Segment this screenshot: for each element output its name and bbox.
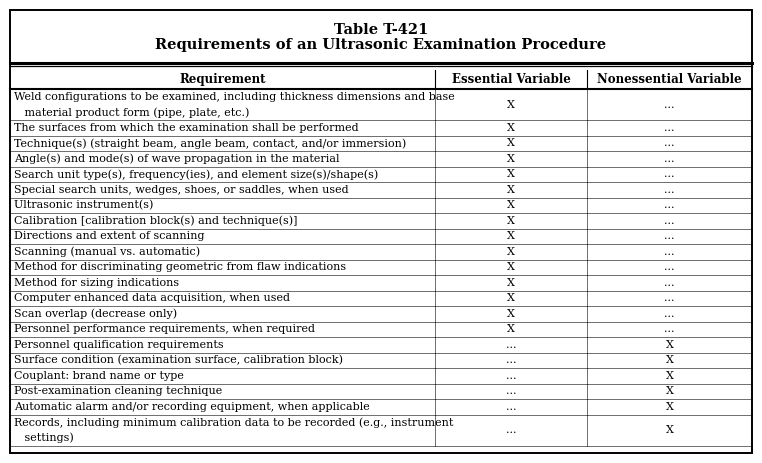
Text: X: X xyxy=(665,425,674,435)
Text: Requirement: Requirement xyxy=(179,73,266,86)
Text: ...: ... xyxy=(664,278,674,288)
Text: Post-examination cleaning technique: Post-examination cleaning technique xyxy=(14,386,223,396)
Text: X: X xyxy=(507,100,515,110)
Text: ...: ... xyxy=(506,340,516,350)
Text: Automatic alarm and/or recording equipment, when applicable: Automatic alarm and/or recording equipme… xyxy=(14,402,370,412)
Text: Weld configurations to be examined, including thickness dimensions and base: Weld configurations to be examined, incl… xyxy=(14,92,455,102)
Text: Search unit type(s), frequency(ies), and element size(s)/shape(s): Search unit type(s), frequency(ies), and… xyxy=(14,169,378,180)
Text: Special search units, wedges, shoes, or saddles, when used: Special search units, wedges, shoes, or … xyxy=(14,185,349,195)
Text: Nonessential Variable: Nonessential Variable xyxy=(597,73,742,86)
Text: X: X xyxy=(507,247,515,257)
Text: X: X xyxy=(507,200,515,210)
Text: X: X xyxy=(507,262,515,272)
Text: ...: ... xyxy=(664,100,674,110)
Text: ...: ... xyxy=(506,402,516,412)
Text: ...: ... xyxy=(664,293,674,303)
Text: Angle(s) and mode(s) of wave propagation in the material: Angle(s) and mode(s) of wave propagation… xyxy=(14,153,340,164)
Text: ...: ... xyxy=(664,324,674,334)
Text: Method for discriminating geometric from flaw indications: Method for discriminating geometric from… xyxy=(14,262,346,272)
Text: Personnel performance requirements, when required: Personnel performance requirements, when… xyxy=(14,324,315,334)
Text: X: X xyxy=(507,231,515,241)
Text: ...: ... xyxy=(506,386,516,396)
Text: ...: ... xyxy=(664,231,674,241)
Text: X: X xyxy=(507,216,515,226)
Text: X: X xyxy=(507,278,515,288)
Text: ...: ... xyxy=(664,185,674,195)
Text: ...: ... xyxy=(664,247,674,257)
Text: ...: ... xyxy=(664,154,674,164)
Text: ...: ... xyxy=(664,169,674,179)
Text: ...: ... xyxy=(664,262,674,272)
Text: X: X xyxy=(665,386,674,396)
Text: Calibration [calibration block(s) and technique(s)]: Calibration [calibration block(s) and te… xyxy=(14,215,297,226)
Text: settings): settings) xyxy=(14,432,74,443)
Text: ...: ... xyxy=(506,355,516,365)
Text: ...: ... xyxy=(664,200,674,210)
Text: ...: ... xyxy=(664,138,674,148)
Text: X: X xyxy=(507,123,515,133)
Text: Scan overlap (decrease only): Scan overlap (decrease only) xyxy=(14,308,177,319)
Text: Couplant: brand name or type: Couplant: brand name or type xyxy=(14,371,184,381)
Text: Ultrasonic instrument(s): Ultrasonic instrument(s) xyxy=(14,200,153,210)
Text: Records, including minimum calibration data to be recorded (e.g., instrument: Records, including minimum calibration d… xyxy=(14,417,453,427)
Text: X: X xyxy=(665,340,674,350)
Text: Directions and extent of scanning: Directions and extent of scanning xyxy=(14,231,204,241)
Text: The surfaces from which the examination shall be performed: The surfaces from which the examination … xyxy=(14,123,359,133)
Text: X: X xyxy=(507,324,515,334)
Text: ...: ... xyxy=(664,216,674,226)
Text: X: X xyxy=(507,293,515,303)
Text: material product form (pipe, plate, etc.): material product form (pipe, plate, etc.… xyxy=(14,107,249,118)
Text: ...: ... xyxy=(664,123,674,133)
Text: Computer enhanced data acquisition, when used: Computer enhanced data acquisition, when… xyxy=(14,293,290,303)
Text: ...: ... xyxy=(506,371,516,381)
Text: X: X xyxy=(507,138,515,148)
Text: ...: ... xyxy=(664,309,674,319)
Text: Scanning (manual vs. automatic): Scanning (manual vs. automatic) xyxy=(14,246,200,257)
Text: X: X xyxy=(507,309,515,319)
Text: Surface condition (examination surface, calibration block): Surface condition (examination surface, … xyxy=(14,355,343,365)
Text: Technique(s) (straight beam, angle beam, contact, and/or immersion): Technique(s) (straight beam, angle beam,… xyxy=(14,138,406,149)
Text: ...: ... xyxy=(506,425,516,435)
Text: Requirements of an Ultrasonic Examination Procedure: Requirements of an Ultrasonic Examinatio… xyxy=(155,38,607,51)
Text: Method for sizing indications: Method for sizing indications xyxy=(14,278,179,288)
Text: Personnel qualification requirements: Personnel qualification requirements xyxy=(14,340,223,350)
Text: X: X xyxy=(507,185,515,195)
Text: Essential Variable: Essential Variable xyxy=(452,73,571,86)
Text: X: X xyxy=(665,402,674,412)
Text: Table T-421: Table T-421 xyxy=(334,24,428,38)
Text: X: X xyxy=(665,371,674,381)
Text: X: X xyxy=(665,355,674,365)
Text: X: X xyxy=(507,154,515,164)
Text: X: X xyxy=(507,169,515,179)
